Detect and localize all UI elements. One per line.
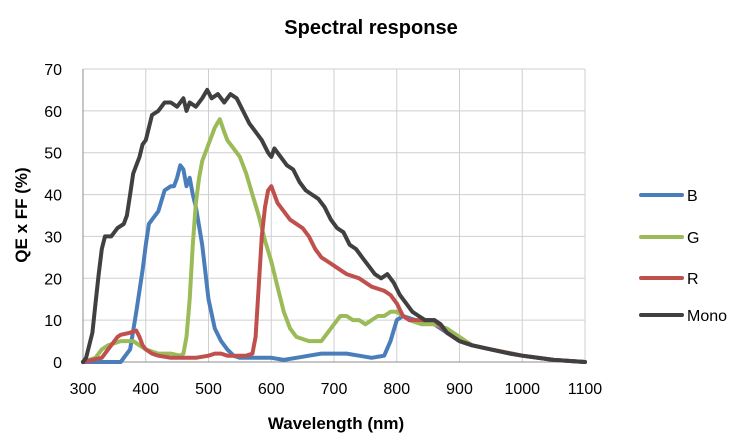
x-tick-label: 1000 xyxy=(504,381,540,398)
x-tick-label: 500 xyxy=(195,381,222,398)
y-tick-label: 10 xyxy=(44,313,62,330)
y-tick-label: 70 xyxy=(44,62,62,79)
y-axis-title: QE x FF (%) xyxy=(12,167,31,262)
y-tick-label: 0 xyxy=(53,355,62,372)
x-tick-label: 1100 xyxy=(568,381,603,398)
legend-label-mono: Mono xyxy=(687,308,727,325)
x-tick-label: 600 xyxy=(258,381,285,398)
legend-label-g: G xyxy=(687,230,699,247)
x-tick-label: 700 xyxy=(321,381,348,398)
x-tick-label: 400 xyxy=(132,381,159,398)
tick-labels: 300 400 500 600 700 800 900 1000 1100 0 10 20 30 40 50… xyxy=(44,62,602,398)
y-tick-label: 30 xyxy=(44,229,62,246)
y-tick-label: 50 xyxy=(44,146,62,163)
legend: B G R Mono xyxy=(639,188,727,325)
series-line-r xyxy=(81,184,587,364)
x-tick-label: 300 xyxy=(70,381,97,398)
x-axis-title: Wavelength (nm) xyxy=(268,414,404,433)
x-tick-label: 800 xyxy=(383,381,410,398)
x-tick-label: 900 xyxy=(446,381,473,398)
y-tick-label: 40 xyxy=(44,188,62,205)
axes xyxy=(82,69,585,363)
series-lines xyxy=(81,87,587,364)
grid xyxy=(83,68,586,362)
chart-title: Spectral response xyxy=(284,17,457,39)
y-tick-label: 20 xyxy=(44,271,62,288)
series-line-mono xyxy=(81,87,587,364)
legend-label-r: R xyxy=(687,271,699,288)
y-tick-label: 60 xyxy=(44,104,62,121)
legend-label-b: B xyxy=(687,188,698,205)
